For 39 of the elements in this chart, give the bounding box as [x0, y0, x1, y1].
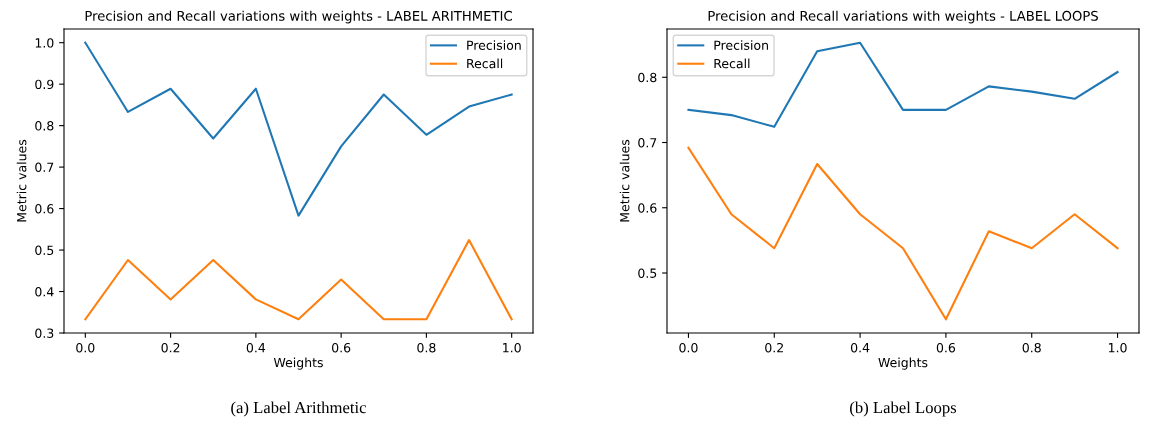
- x-axis-title: Weights: [878, 357, 928, 370]
- x-tick-label: 0.0: [679, 342, 698, 353]
- y-tick-label: 0.6: [35, 204, 54, 214]
- chart-title: Precision and Recall variations with weights - LABEL LOOPS: [708, 10, 1098, 24]
- x-tick-label: 0.0: [76, 342, 95, 353]
- x-tick-label: 0.8: [1022, 342, 1041, 353]
- legend-label: Recall: [714, 58, 750, 69]
- legend-label: Recall: [467, 58, 503, 69]
- legend-label: Precision: [467, 40, 521, 50]
- x-tick-label: 0.2: [765, 342, 783, 353]
- y-axis-title: Metric values: [619, 139, 630, 222]
- y-tick-label: 0.7: [35, 162, 54, 173]
- line-series: [84, 239, 513, 321]
- text: (a) Label Arithmetic: [231, 401, 367, 417]
- x-tick-label: 0.8: [417, 342, 436, 353]
- line-series: [687, 41, 1119, 128]
- y-tick-label: 0.8: [638, 72, 657, 83]
- x-tick-label: 1.0: [1108, 342, 1127, 353]
- x-tick-label: 0.4: [246, 342, 266, 353]
- y-tick-label: 0.4: [35, 287, 54, 297]
- x-tick-label: 1.0: [503, 342, 521, 353]
- y-tick-label: 0.9: [35, 79, 54, 90]
- y-tick-label: 0.6: [638, 203, 657, 213]
- y-tick-label: 0.5: [638, 268, 657, 278]
- y-tick-label: 1.0: [35, 38, 54, 48]
- x-axis-title: Weights: [273, 357, 323, 370]
- y-axis-title: Metric values: [16, 139, 27, 222]
- legend-label: Precision: [714, 40, 768, 50]
- line-series: [687, 146, 1119, 321]
- y-tick-label: 0.3: [35, 328, 54, 338]
- chart-title: Precision and Recall variations with weights - LABEL ARITHMETIC: [85, 10, 512, 24]
- x-tick-label: 0.4: [850, 342, 870, 353]
- x-tick-label: 0.6: [332, 342, 351, 353]
- text: (b) Label Loops: [850, 401, 957, 417]
- x-tick-label: 0.2: [161, 342, 180, 353]
- y-tick-label: 0.8: [35, 121, 54, 131]
- y-tick-label: 0.5: [35, 245, 54, 255]
- x-tick-label: 0.6: [936, 342, 956, 353]
- y-tick-label: 0.7: [638, 137, 657, 148]
